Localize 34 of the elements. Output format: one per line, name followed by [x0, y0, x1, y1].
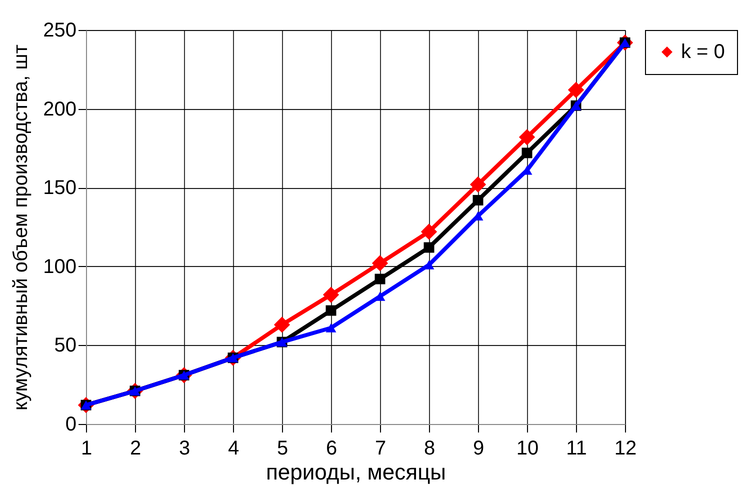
point	[372, 255, 388, 272]
x-tick-label: 3	[178, 438, 190, 460]
point	[274, 316, 290, 333]
y-tick-label: 250	[43, 20, 76, 42]
point	[568, 82, 584, 98]
x-tick-label: 6	[326, 438, 338, 460]
point	[518, 129, 536, 146]
point	[374, 274, 386, 284]
y-tick-label: 50	[54, 334, 76, 357]
point	[470, 176, 486, 193]
y-tick-label: 0	[65, 414, 76, 436]
x-tick-label: 10	[516, 438, 539, 460]
x-tick-label: 9	[472, 438, 484, 460]
point	[326, 323, 336, 332]
x-tick-label: 11	[566, 438, 587, 460]
x-tick-label: 12	[614, 438, 637, 460]
x-tick-label: 5	[276, 438, 288, 460]
x-tick-label: 2	[130, 438, 142, 460]
point	[424, 242, 434, 253]
y-tick-label: 150	[43, 177, 76, 200]
y-tick-label: 100	[43, 256, 76, 278]
point	[522, 148, 532, 158]
x-tick-label: 8	[424, 438, 436, 460]
legend-label: k = 0	[681, 41, 725, 63]
point	[472, 194, 484, 206]
x-tick-label: 1	[80, 438, 92, 460]
y-axis-title: кумулятивный объем производства, шт	[10, 44, 32, 410]
point	[326, 305, 336, 316]
point	[420, 224, 438, 240]
x-tick-label: 4	[228, 438, 240, 460]
x-tick-label: 7	[374, 438, 386, 460]
x-axis-title: периоды, месяцы	[266, 460, 446, 484]
y-tick-label: 200	[43, 98, 76, 120]
point	[322, 286, 340, 303]
